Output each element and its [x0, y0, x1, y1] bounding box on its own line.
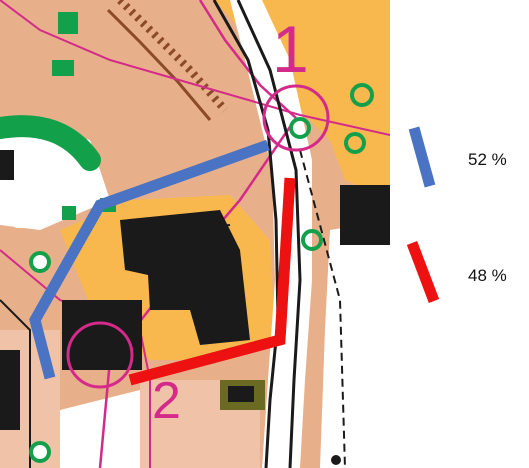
course-line [0, 0, 390, 136]
green-ring [301, 229, 323, 251]
green-patch [62, 206, 76, 220]
road-white-band [230, 0, 312, 468]
footpath [0, 299, 31, 468]
building [0, 150, 14, 180]
blue-route-percentage: 52 % [468, 150, 507, 169]
footpath [299, 149, 346, 468]
blue-route-line [29, 139, 270, 380]
green-ring [29, 251, 51, 273]
building [340, 185, 390, 245]
green-patch [58, 12, 78, 34]
green-ring [350, 83, 374, 107]
green-vegetation-arc [0, 115, 101, 171]
building [0, 350, 20, 430]
orienteering-map: 1 2 [0, 0, 390, 468]
control-number-2: 2 [152, 372, 181, 430]
blue-route-swatch [408, 126, 436, 188]
building [228, 386, 254, 402]
red-route-line [128, 177, 296, 386]
road-edge [212, 0, 280, 468]
earth-bank [106, 8, 212, 121]
building [120, 210, 250, 345]
red-route-swatch [406, 241, 440, 303]
green-ring [29, 441, 51, 463]
control-circle-2 [66, 321, 134, 389]
green-ring [289, 117, 311, 139]
white-area-right [320, 220, 390, 468]
red-route-percentage: 48 % [468, 266, 507, 285]
point-feature [331, 455, 341, 465]
control-circle-1 [262, 84, 330, 152]
green-ring [344, 132, 366, 154]
fence [129, 224, 231, 251]
green-patch [52, 60, 74, 76]
road-edge [236, 0, 302, 468]
white-feature [10, 210, 46, 228]
control-number-1: 1 [272, 12, 309, 86]
